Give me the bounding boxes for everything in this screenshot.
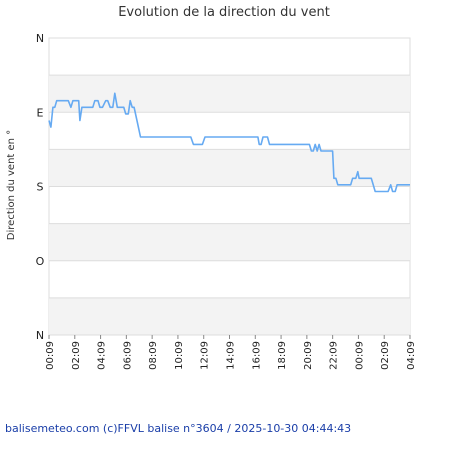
x-tick-label: 12:09 [200,341,211,370]
gridlines [49,37,410,336]
credit-line: balisemeteo.com (c)FFVL balise n°3604 / … [5,422,352,435]
y-tick-label: S [37,181,44,194]
y-tick-label: O [36,255,45,268]
series-line-0 [48,92,410,193]
x-tick-label: 04:09 [406,341,417,370]
x-tick-label: 22:09 [329,341,340,370]
x-tick-label: 10:09 [174,341,185,370]
x-tick-label: 14:09 [226,341,237,370]
x-tick-label: 16:09 [251,341,262,370]
y-tick-label: E [37,106,44,119]
band [49,297,410,335]
x-tick-label: 04:09 [97,341,108,370]
x-tick-label: 06:09 [122,341,133,370]
series-group [48,92,410,193]
x-tick-label: 00:09 [45,341,56,370]
x-tick-label: 00:09 [354,341,365,370]
band [49,149,410,187]
x-axis-tick-labels: 00:09 02:09 04:09 06:09 08:09 10:09 12:09 14:09… [45,335,417,370]
band [49,223,410,261]
x-tick-label: 20:09 [303,341,314,370]
y-tick-label: N [36,329,44,342]
y-axis-label: Direction du vent en ° [6,130,17,240]
chart-title: Evolution de la direction du vent [118,5,330,20]
x-tick-label: 08:09 [148,341,159,370]
y-axis-tick-labels: N O S E N [36,32,45,342]
x-tick-label: 02:09 [71,341,82,370]
x-tick-label: 02:09 [380,341,391,370]
x-tick-label: 18:09 [277,341,288,370]
y-tick-label: N [36,32,44,45]
